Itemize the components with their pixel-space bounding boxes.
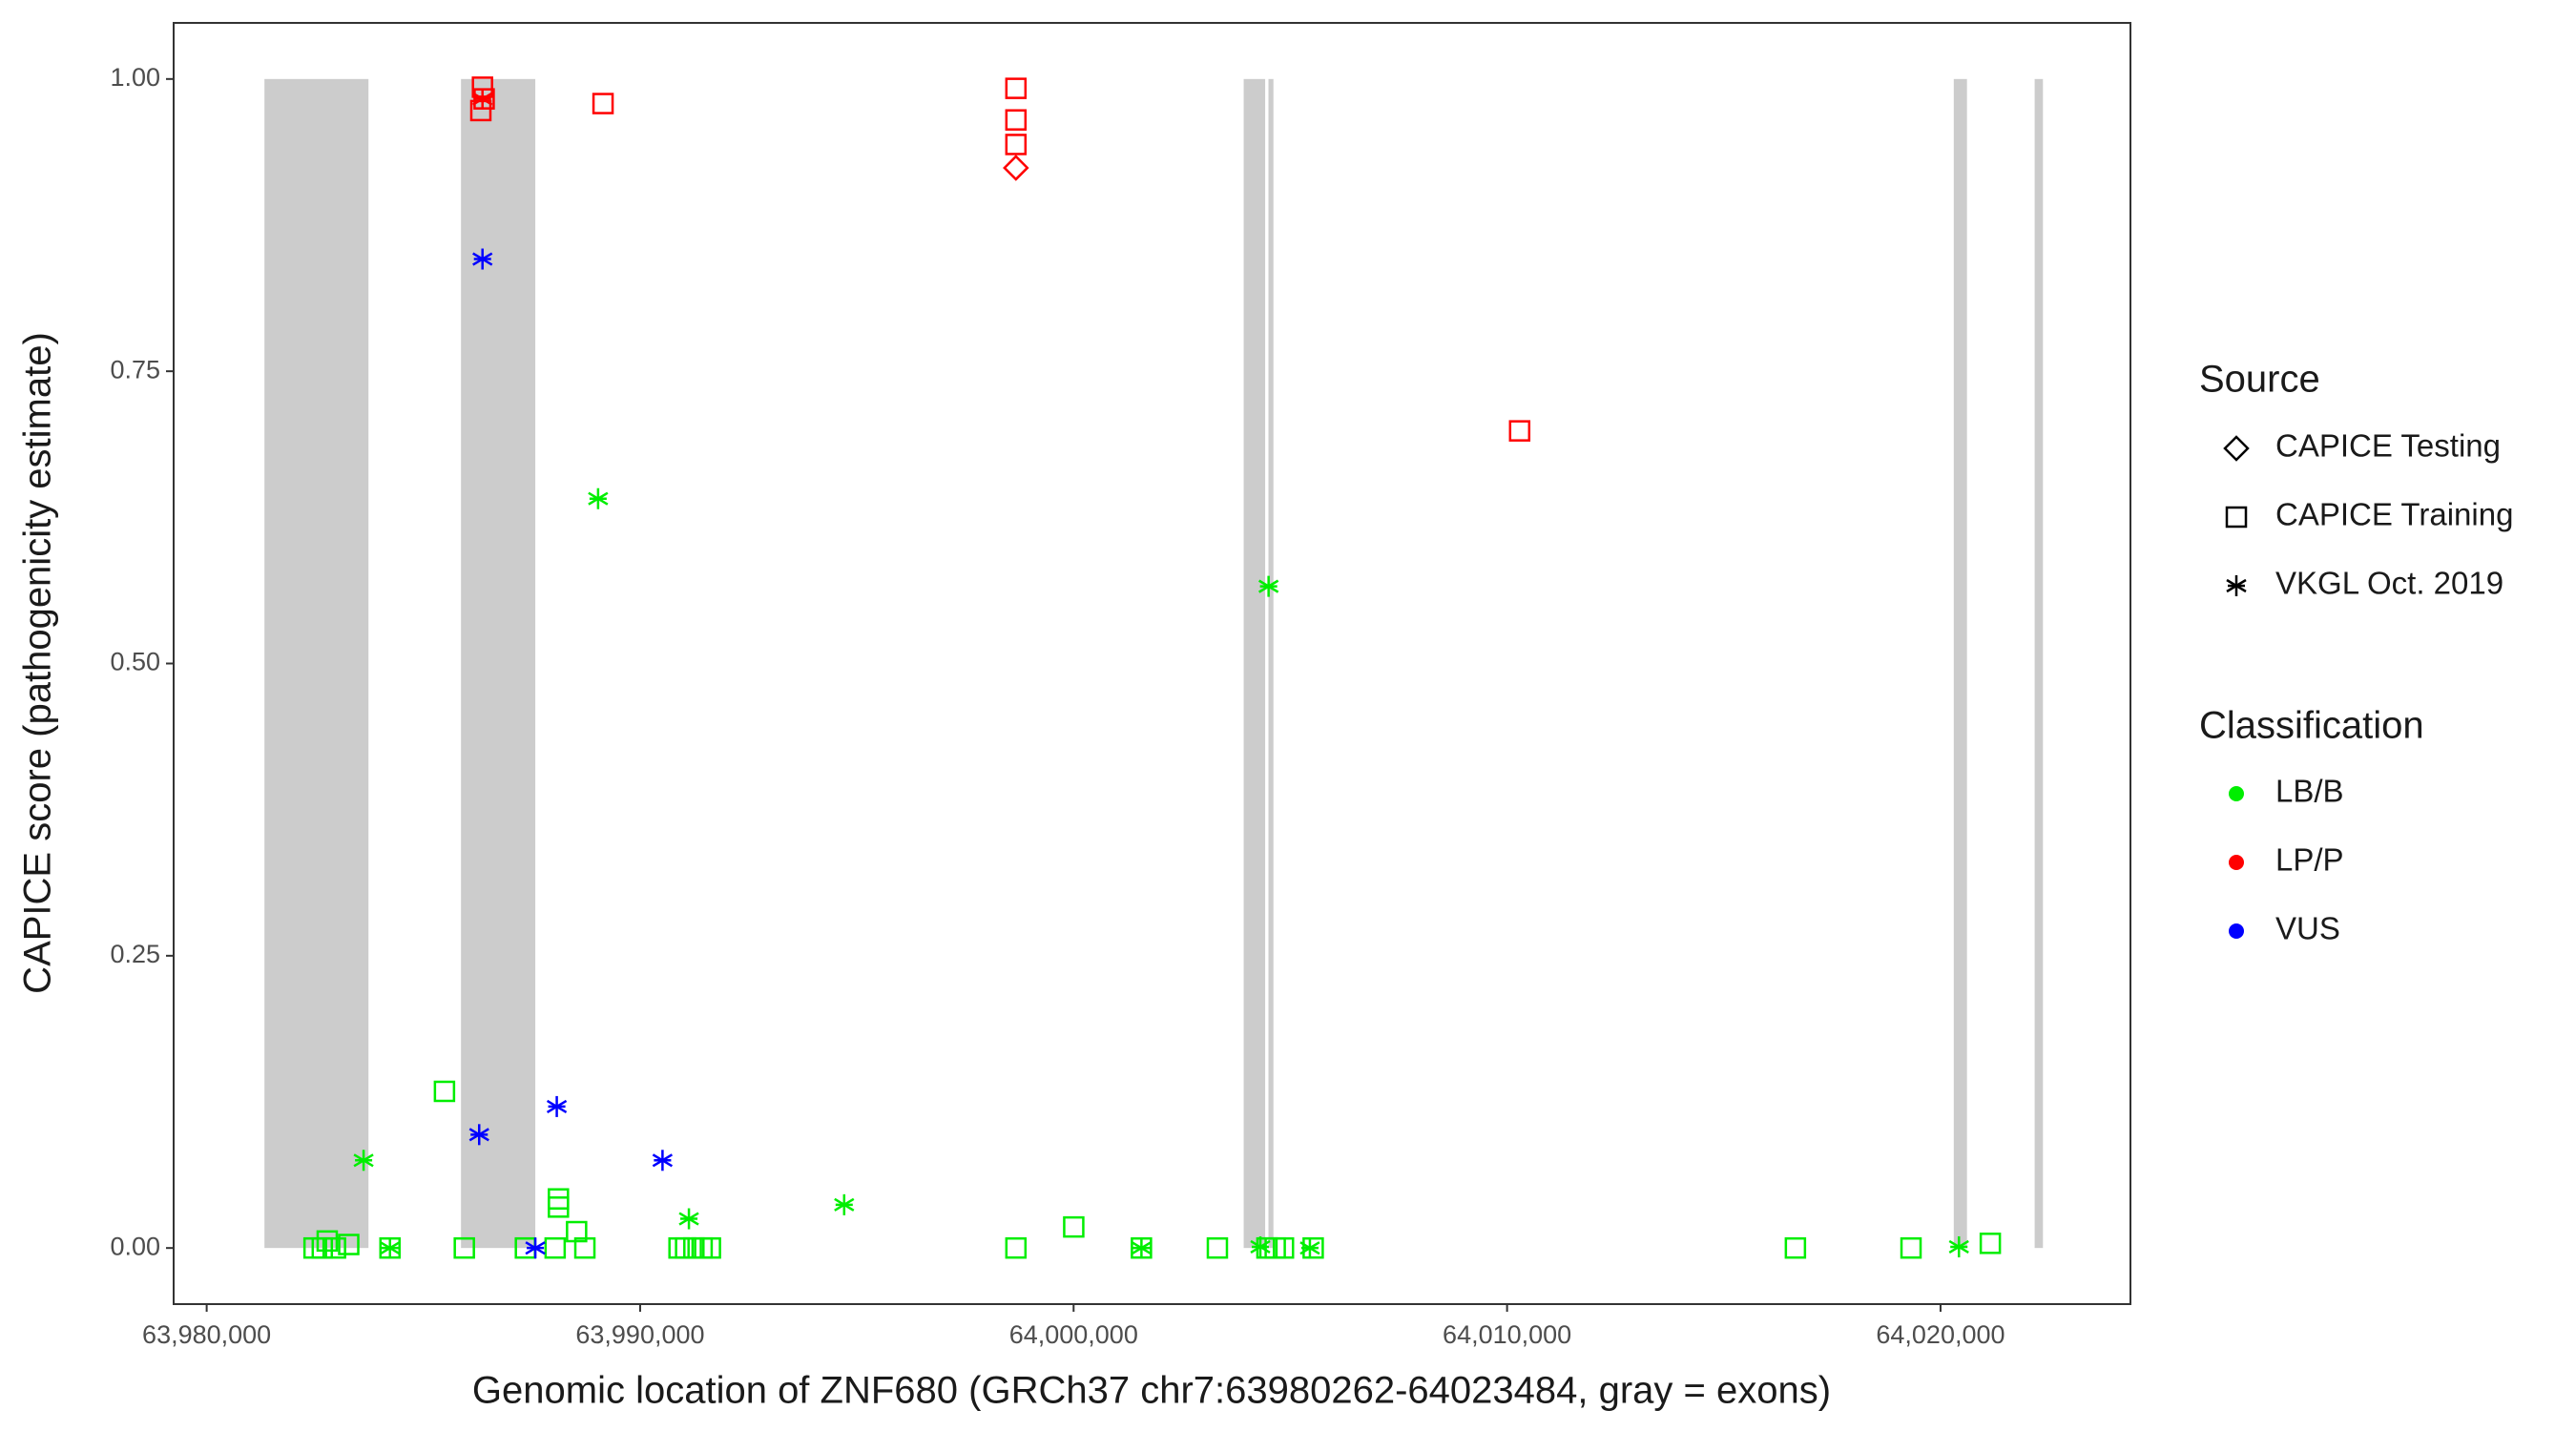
- point: [548, 1188, 570, 1210]
- legend-key: [2225, 506, 2248, 529]
- legend-label: CAPICE Testing: [2275, 428, 2501, 464]
- x-tick-label: 63,990,000: [575, 1320, 704, 1349]
- y-tick-label: 0.75: [110, 355, 160, 384]
- point: [592, 93, 614, 114]
- point: [1206, 1236, 1229, 1259]
- point: [1003, 155, 1029, 181]
- point: [468, 1124, 489, 1146]
- legend-key: [2229, 786, 2244, 801]
- legend-key: [2223, 435, 2250, 462]
- legend-label: VKGL Oct. 2019: [2275, 566, 2503, 601]
- point: [316, 1230, 339, 1253]
- exon: [1268, 78, 1274, 1249]
- x-axis-title: Genomic location of ZNF680 (GRCh37 chr7:…: [472, 1370, 1831, 1412]
- legend-title: Source: [2199, 359, 2320, 401]
- legend-key: [2226, 575, 2247, 596]
- x-tick-label: 64,020,000: [1876, 1320, 2005, 1349]
- point: [652, 1150, 674, 1172]
- point: [1508, 420, 1531, 442]
- point: [678, 1208, 699, 1230]
- y-axis-title: CAPICE score (pathogenicity estimate): [17, 332, 59, 994]
- x-tick-label: 64,010,000: [1443, 1320, 1571, 1349]
- legend-title: Classification: [2199, 705, 2424, 747]
- y-tick-label: 0.00: [110, 1232, 160, 1260]
- point: [338, 1234, 360, 1255]
- point: [1299, 1237, 1320, 1259]
- point: [573, 1236, 596, 1259]
- point: [546, 1095, 568, 1117]
- point: [834, 1193, 855, 1215]
- plot-area: [264, 76, 2044, 1259]
- point: [453, 1236, 475, 1259]
- point: [1979, 1233, 2002, 1255]
- legend-label: VUS: [2275, 911, 2340, 946]
- point: [1131, 1237, 1153, 1259]
- point: [472, 88, 493, 110]
- y-tick-label: 0.50: [110, 648, 160, 676]
- point: [548, 1196, 570, 1218]
- legend-label: LP/P: [2275, 842, 2344, 878]
- point: [668, 1236, 690, 1259]
- point: [1258, 575, 1279, 597]
- point: [311, 1236, 334, 1259]
- exon: [1243, 78, 1266, 1249]
- point: [1005, 134, 1028, 156]
- y-tick-label: 0.25: [110, 940, 160, 968]
- legend-label: CAPICE Training: [2275, 497, 2513, 532]
- point: [1272, 1236, 1295, 1259]
- x-tick-label: 63,980,000: [142, 1320, 271, 1349]
- point: [324, 1236, 346, 1259]
- exon: [461, 78, 536, 1249]
- point: [433, 1080, 456, 1103]
- exon: [1953, 78, 1967, 1249]
- point: [566, 1220, 588, 1243]
- point: [1063, 1215, 1085, 1238]
- point: [588, 487, 609, 509]
- point: [353, 1150, 374, 1172]
- point: [1784, 1236, 1807, 1259]
- legend-label: LB/B: [2275, 774, 2344, 809]
- point: [1900, 1236, 1922, 1259]
- point: [1948, 1235, 1969, 1257]
- legend-key: [2229, 855, 2244, 870]
- point: [380, 1237, 401, 1259]
- exon: [264, 78, 369, 1249]
- exon: [2034, 78, 2044, 1249]
- point: [472, 248, 493, 270]
- point: [699, 1236, 721, 1259]
- legend-key: [2229, 923, 2244, 939]
- point: [1250, 1235, 1271, 1257]
- x-tick-label: 64,000,000: [1009, 1320, 1138, 1349]
- point: [1005, 77, 1028, 99]
- point: [525, 1237, 546, 1259]
- y-tick-label: 1.00: [110, 63, 160, 92]
- point: [544, 1236, 567, 1259]
- point: [1005, 1236, 1028, 1259]
- point: [1005, 109, 1028, 131]
